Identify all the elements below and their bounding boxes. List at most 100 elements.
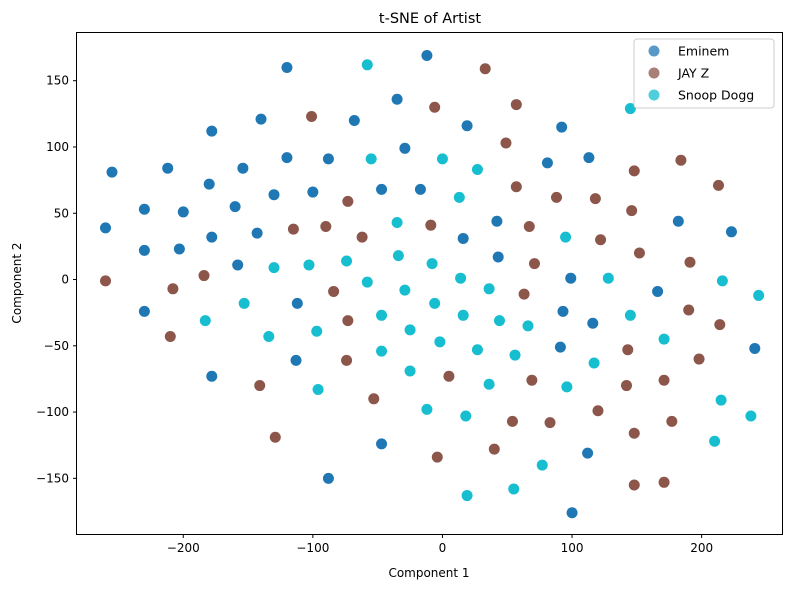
y-tick-label: 150 bbox=[46, 74, 69, 88]
point-snoop-dogg-30 bbox=[263, 331, 275, 343]
y-axis: −150 −100 −50 0 50 100 150 bbox=[36, 74, 77, 485]
point-snoop-dogg-43 bbox=[460, 410, 472, 422]
point-jay-z-3 bbox=[510, 99, 522, 111]
point-snoop-dogg-41 bbox=[715, 394, 727, 406]
point-jay-z-37 bbox=[620, 380, 632, 392]
point-eminem-7 bbox=[556, 121, 568, 133]
point-eminem-1 bbox=[421, 50, 433, 62]
point-jay-z-26 bbox=[518, 288, 530, 300]
point-snoop-dogg-32 bbox=[471, 344, 483, 356]
point-snoop-dogg-1 bbox=[624, 103, 636, 115]
point-jay-z-47 bbox=[431, 451, 443, 463]
point-snoop-dogg-14 bbox=[602, 272, 614, 284]
point-eminem-46 bbox=[582, 447, 594, 459]
plot-frame bbox=[76, 32, 783, 535]
point-eminem-45 bbox=[376, 438, 388, 450]
point-eminem-15 bbox=[203, 178, 215, 190]
point-snoop-dogg-4 bbox=[471, 164, 483, 176]
legend-marker-eminem bbox=[648, 45, 660, 57]
point-eminem-26 bbox=[206, 231, 218, 243]
point-eminem-10 bbox=[281, 152, 293, 164]
point-snoop-dogg-45 bbox=[709, 435, 721, 447]
x-tick-label: 200 bbox=[690, 541, 713, 555]
point-jay-z-36 bbox=[658, 374, 670, 386]
point-jay-z-8 bbox=[510, 181, 522, 193]
point-jay-z-22 bbox=[198, 270, 210, 282]
point-jay-z-41 bbox=[506, 415, 518, 427]
point-jay-z-25 bbox=[328, 285, 340, 297]
point-snoop-dogg-2 bbox=[365, 153, 377, 165]
point-eminem-42 bbox=[554, 341, 566, 353]
point-eminem-29 bbox=[672, 215, 684, 227]
point-snoop-dogg-25 bbox=[493, 315, 505, 327]
point-eminem-38 bbox=[652, 285, 664, 297]
point-jay-z-12 bbox=[342, 195, 354, 207]
point-jay-z-49 bbox=[658, 476, 670, 488]
point-snoop-dogg-8 bbox=[392, 250, 404, 262]
point-snoop-dogg-10 bbox=[303, 259, 315, 271]
point-jay-z-43 bbox=[666, 415, 678, 427]
point-jay-z-42 bbox=[544, 417, 556, 429]
point-jay-z-30 bbox=[164, 331, 176, 343]
point-snoop-dogg-21 bbox=[429, 297, 441, 309]
point-snoop-dogg-27 bbox=[624, 309, 636, 321]
point-eminem-39 bbox=[557, 305, 569, 317]
point-snoop-dogg-34 bbox=[509, 349, 521, 361]
point-eminem-36 bbox=[291, 297, 303, 309]
point-eminem-48 bbox=[566, 507, 578, 519]
chart-title: t-SNE of Artist bbox=[379, 11, 481, 27]
point-eminem-31 bbox=[138, 244, 150, 256]
y-tick-label: 100 bbox=[46, 140, 69, 154]
x-axis-title: Component 1 bbox=[388, 566, 469, 580]
y-tick-label: −100 bbox=[36, 405, 69, 419]
point-snoop-dogg-17 bbox=[399, 284, 411, 296]
point-eminem-14 bbox=[583, 152, 595, 164]
point-snoop-dogg-9 bbox=[341, 255, 353, 267]
point-eminem-21 bbox=[138, 203, 150, 215]
point-snoop-dogg-33 bbox=[376, 345, 388, 357]
point-eminem-32 bbox=[173, 243, 185, 255]
x-axis: −200 −100 0 100 200 bbox=[167, 534, 713, 555]
point-jay-z-40 bbox=[592, 405, 604, 417]
point-jay-z-13 bbox=[287, 223, 299, 235]
point-eminem-19 bbox=[376, 183, 388, 195]
point-snoop-dogg-46 bbox=[536, 459, 548, 471]
point-jay-z-45 bbox=[269, 431, 281, 443]
point-snoop-dogg-36 bbox=[588, 357, 600, 369]
point-snoop-dogg-15 bbox=[716, 275, 728, 287]
y-tick-label: 0 bbox=[61, 273, 69, 287]
point-snoop-dogg-40 bbox=[561, 381, 573, 393]
point-snoop-dogg-48 bbox=[461, 490, 473, 502]
point-jay-z-39 bbox=[368, 393, 380, 405]
point-snoop-dogg-12 bbox=[426, 258, 438, 270]
point-eminem-18 bbox=[307, 186, 319, 198]
point-jay-z-20 bbox=[100, 275, 112, 287]
point-jay-z-18 bbox=[595, 234, 607, 246]
point-eminem-30 bbox=[725, 226, 737, 238]
point-eminem-6 bbox=[461, 120, 473, 132]
legend-marker-jay-z bbox=[648, 67, 660, 79]
point-jay-z-33 bbox=[341, 354, 353, 366]
point-snoop-dogg-44 bbox=[745, 410, 757, 422]
y-tick-label: 50 bbox=[54, 206, 69, 220]
point-eminem-23 bbox=[229, 201, 241, 213]
point-eminem-25 bbox=[251, 227, 263, 239]
point-snoop-dogg-37 bbox=[404, 365, 416, 377]
x-tick-label: 0 bbox=[439, 541, 447, 555]
point-eminem-28 bbox=[491, 215, 503, 227]
point-snoop-dogg-0 bbox=[361, 59, 373, 71]
point-jay-z-46 bbox=[488, 443, 500, 455]
legend-box bbox=[633, 38, 775, 109]
point-eminem-3 bbox=[348, 114, 360, 126]
point-snoop-dogg-26 bbox=[522, 320, 534, 332]
point-snoop-dogg-6 bbox=[391, 217, 403, 229]
point-jay-z-10 bbox=[589, 193, 601, 205]
point-jay-z-34 bbox=[443, 370, 455, 382]
point-snoop-dogg-11 bbox=[268, 262, 280, 274]
point-eminem-47 bbox=[322, 472, 334, 484]
point-jay-z-15 bbox=[356, 231, 368, 243]
point-eminem-37 bbox=[138, 305, 150, 317]
points-layer bbox=[100, 50, 765, 519]
point-snoop-dogg-31 bbox=[434, 336, 446, 348]
